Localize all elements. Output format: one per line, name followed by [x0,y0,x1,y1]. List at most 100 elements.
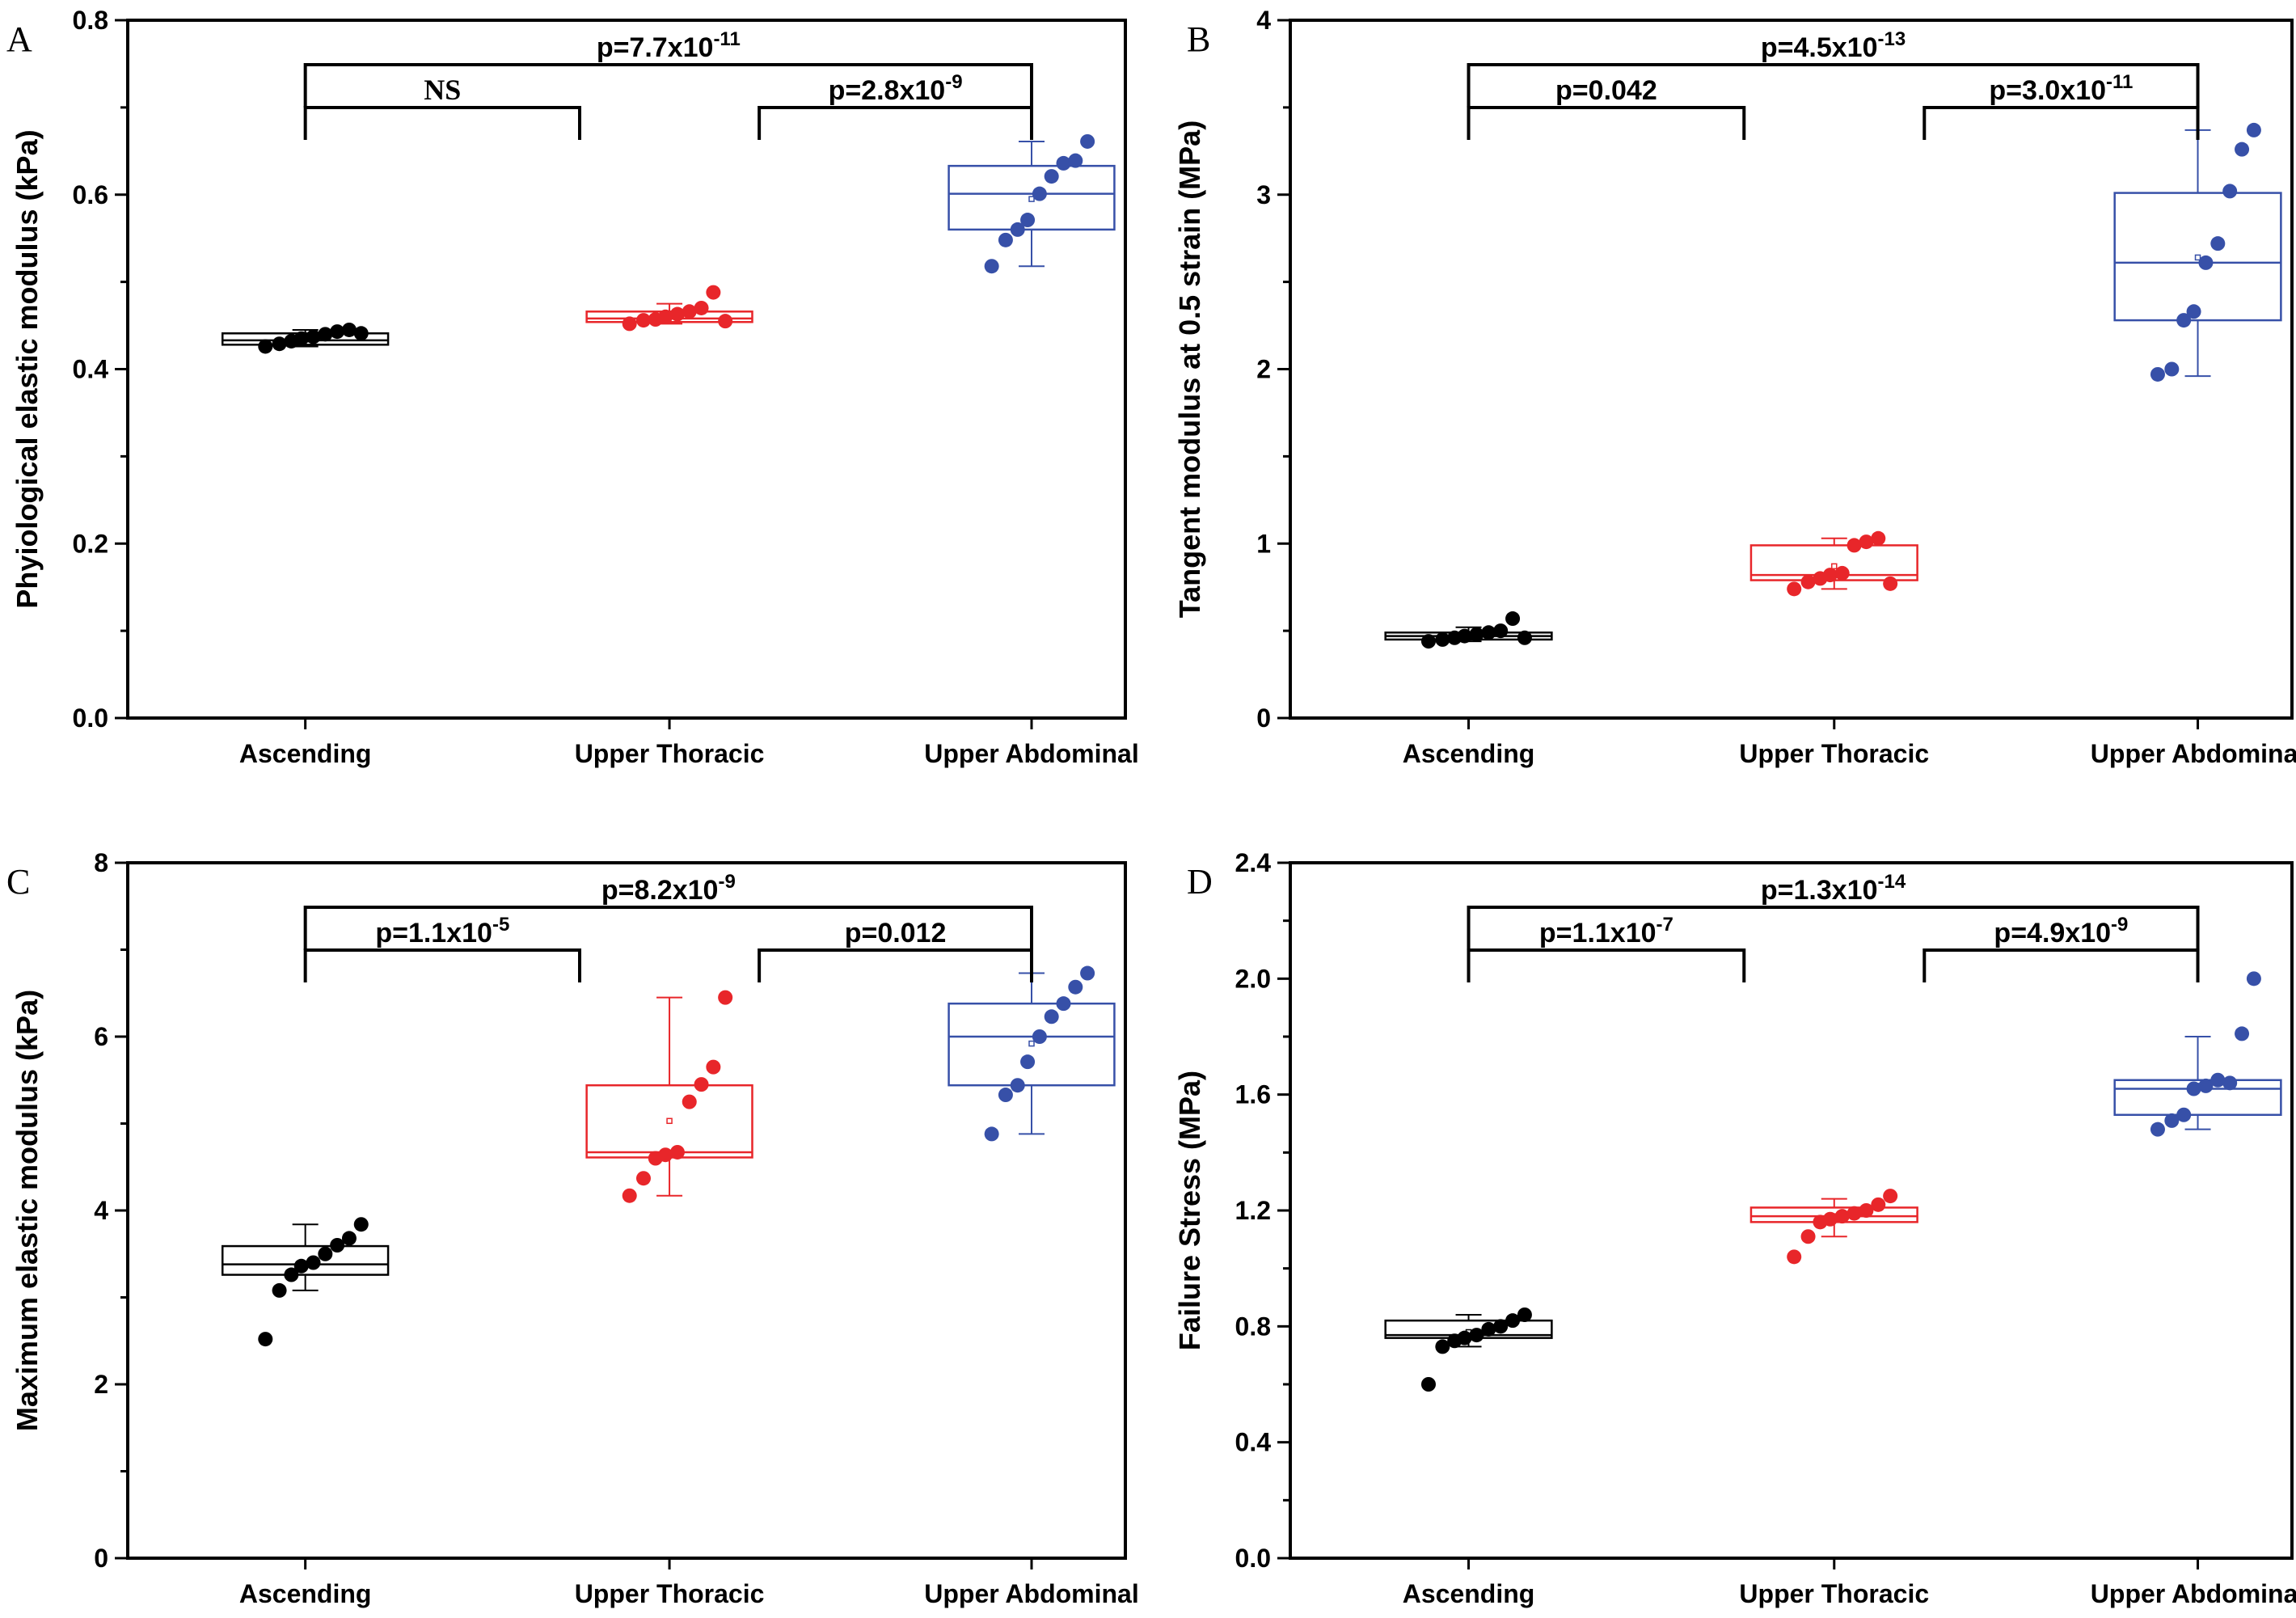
y-tick-label: 0 [1256,703,1271,733]
data-point [984,1126,999,1142]
panel-letter: D [1187,862,1213,902]
y-tick-label: 2 [94,1370,108,1399]
data-point [2222,184,2238,199]
data-point [1056,155,1071,171]
y-axis-title: Tangent modulus at 0.5 strain (MPa) [1173,120,1206,618]
significance-bracket: p=1.1x10-5 [303,914,582,982]
box [948,1002,1116,1087]
data-point [306,329,321,344]
data-point [2176,313,2192,328]
p-value-exponent: -7 [1657,914,1673,936]
p-value-label: p=2.8x10-9 [829,71,963,106]
data-point [694,1077,709,1092]
data-point [682,1094,697,1109]
significance-bracket: p=1.1x10-7 [1467,914,1746,982]
x-tick-label: Ascending [239,1579,372,1608]
data-point [2235,1026,2250,1041]
data-point [1010,222,1025,237]
data-point [258,339,273,354]
p-value-label: p=3.0x10-11 [1989,71,2133,106]
mean-marker [666,1117,673,1125]
x-tick-label: Upper Abdominal [924,739,1138,768]
p-value-exponent: -11 [2106,71,2133,93]
p-value-label: p=4.9x10-9 [1994,914,2128,948]
y-tick-label: 4 [1256,6,1271,35]
data-point [293,331,309,346]
data-point [984,259,999,274]
x-tick-label: Upper Abdominal [2091,739,2296,768]
data-point [272,336,287,352]
p-value-exponent: -11 [713,28,740,50]
data-point [706,1059,721,1075]
p-value-label: p=1.3x10-14 [1761,871,1906,906]
plot-frame [126,861,1127,1560]
data-point [1493,623,1509,639]
data-point [1859,1203,1874,1218]
data-point [1822,1211,1838,1227]
data-point [353,1217,369,1232]
data-point [718,990,733,1005]
box-group-2 [948,133,1116,274]
significance-bracket: p=4.5x10-13 [1467,28,2200,108]
y-tick-label: 3 [1256,180,1271,209]
data-point [1859,534,1874,550]
box-group-0 [1384,611,1553,649]
data-point [2246,971,2261,986]
data-point [1517,1307,1532,1322]
significance-bracket: p=8.2x10-9 [303,871,1033,950]
bracket-line [303,63,1033,108]
y-tick-label: 1.6 [1235,1080,1271,1109]
x-tick-label: Upper Abdominal [924,1579,1138,1608]
data-point [669,306,685,322]
box-group-2 [948,965,1116,1142]
data-point [1457,1330,1472,1346]
p-value-exponent: -5 [492,914,509,936]
data-point [1883,1189,1898,1204]
p-value-label: p=1.1x10-5 [375,914,509,948]
data-point [1068,979,1083,995]
data-point [341,1231,357,1246]
box [2113,192,2282,322]
p-value-label: p=7.7x10-11 [597,28,741,63]
significance-bracket: NS [303,74,582,140]
data-point [318,327,333,342]
panel-letter: C [6,862,30,902]
data-point [2150,366,2165,382]
p-value-label: p=0.042 [1555,75,1657,106]
data-point [1080,965,1095,981]
significance-bracket: p=4.9x10-9 [1922,914,2200,982]
bracket-line [1922,106,2200,140]
data-point [694,300,709,315]
box-group-1 [585,285,753,332]
box [2113,1079,2282,1116]
box-group-1 [1749,530,1918,597]
p-value-label: p=0.012 [845,918,947,948]
data-point [1469,627,1484,642]
bracket-line [1467,948,1746,982]
data-point [1020,1054,1036,1070]
y-tick-label: 0 [94,1544,108,1573]
box-group-0 [221,1217,390,1347]
mean-marker [1028,1040,1035,1047]
data-point [1435,1339,1450,1354]
box [221,1244,390,1276]
data-point [1420,634,1436,649]
mean-marker [2194,254,2201,261]
p-value-text: p=2.8x10 [829,75,946,106]
y-tick-label: 0.8 [73,6,108,35]
plot-frame [126,19,1127,720]
data-point [2210,1072,2226,1088]
bracket-line [303,906,1033,950]
significance-bracket: p=0.042 [1467,75,1746,140]
bracket-line [1922,948,2200,982]
x-tick-label: Upper Abdominal [2091,1579,2296,1608]
data-point [1787,1249,1802,1265]
data-point [1032,1029,1047,1044]
data-point [258,1332,273,1347]
box-group-0 [1384,1307,1553,1392]
p-value-exponent: -9 [945,71,962,93]
data-point [658,309,673,324]
y-tick-label: 0.8 [1235,1312,1271,1341]
data-point [1068,153,1083,168]
data-point [2235,142,2250,157]
